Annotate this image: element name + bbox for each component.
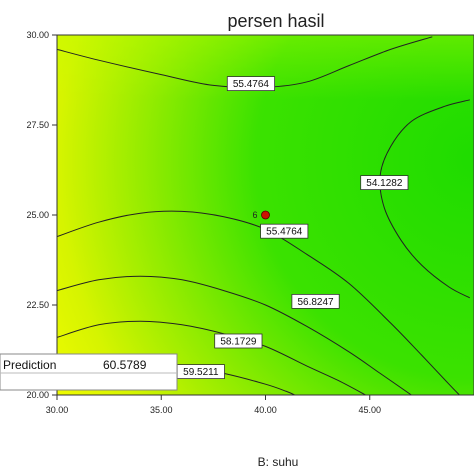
contour-label-text: 55.4764 <box>233 79 270 90</box>
contour-label-box <box>260 223 309 239</box>
contour-label-box <box>226 76 276 91</box>
contour-label-text: 59.5211 <box>183 367 219 378</box>
design-point-label: 6 <box>253 210 258 220</box>
y-tick-label: 20.00 <box>26 390 49 400</box>
contour-label-box <box>360 175 409 191</box>
contour-line-4 <box>57 275 412 395</box>
y-tick-label: 30.00 <box>26 30 49 40</box>
contour-line-2 <box>379 99 471 299</box>
prediction-value: 60.5789 <box>103 358 147 372</box>
x-tick-label: 30.00 <box>46 405 69 415</box>
contour-label-text: 54.1282 <box>366 178 403 189</box>
prediction-box-background <box>0 353 178 391</box>
contour-label-2: 54.1282 <box>360 175 409 191</box>
prediction-label: Prediction <box>3 358 56 372</box>
contour-label-text: 58.1729 <box>220 337 257 348</box>
x-axis-label: B: suhu <box>258 455 299 469</box>
contour-label-text: 56.8247 <box>297 297 334 308</box>
contour-label-1: 55.4764 <box>226 76 276 91</box>
chart-title: persen hasil <box>227 11 324 31</box>
contour-label-6: 59.5211 <box>176 364 225 380</box>
contour-label-box <box>291 293 340 309</box>
x-tick-label: 35.00 <box>150 405 173 415</box>
prediction-box: Prediction 60.5789 <box>0 353 178 391</box>
design-point <box>261 210 270 220</box>
plot-area: 55.4764 54.1282 55.4764 56.8247 58.1729 59.52… <box>56 34 474 396</box>
y-tick-label: 22.50 <box>26 300 49 310</box>
contour-label-3: 55.4764 <box>260 223 309 239</box>
y-tick-label: 27.50 <box>26 120 49 130</box>
contour-label-text: 55.4764 <box>266 227 303 238</box>
contour-label-4: 56.8247 <box>291 293 340 309</box>
x-tick-label: 40.00 <box>254 405 277 415</box>
contour-label-box <box>214 333 263 349</box>
contour-label-5: 58.1729 <box>214 333 263 349</box>
contour-line-3 <box>57 210 460 395</box>
y-tick-label: 25.00 <box>26 210 49 220</box>
x-tick-label: 45.00 <box>358 405 381 415</box>
